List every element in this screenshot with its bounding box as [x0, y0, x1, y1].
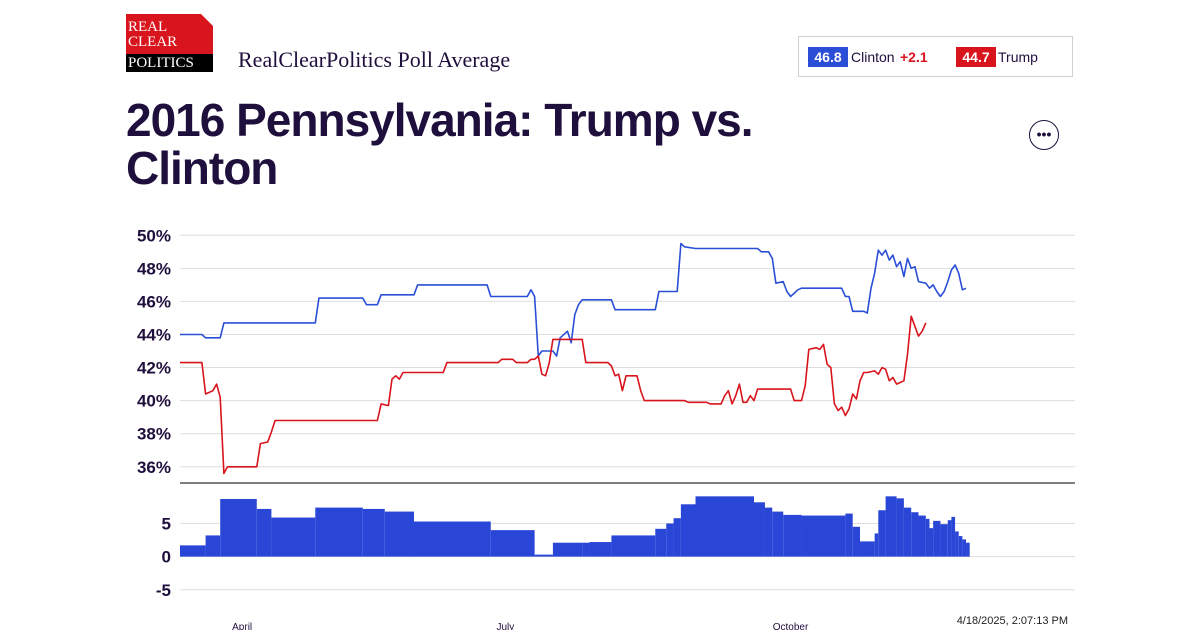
spread-bar — [695, 496, 754, 557]
page-title: 2016 Pennsylvania: Trump vs. Clinton — [126, 94, 754, 194]
bottom-y-tick-label: 0 — [162, 548, 171, 567]
spread-bar — [860, 541, 875, 557]
spread-bar — [845, 513, 853, 557]
spread-bar — [490, 530, 535, 557]
top-y-tick-label: 36% — [137, 458, 171, 477]
top-y-tick-label: 40% — [137, 392, 171, 411]
spread-bar — [534, 554, 553, 557]
spread-bar — [947, 520, 952, 557]
spread-bar — [966, 542, 970, 557]
spread-bar — [205, 535, 221, 557]
spread-bar — [413, 521, 491, 557]
trump-legend-label: Trump — [998, 49, 1038, 65]
logo-text-clear: CLEAR — [128, 34, 178, 50]
spread-bar — [772, 511, 784, 557]
logo-corner — [201, 14, 213, 26]
spread-bar — [958, 536, 963, 557]
spread-bar — [271, 517, 316, 557]
top-y-tick-label: 48% — [137, 259, 171, 278]
top-y-tick-label: 46% — [137, 292, 171, 311]
clinton-legend-label: Clinton — [851, 49, 895, 65]
spread-bar — [673, 518, 681, 557]
legend-box: 46.8 Clinton +2.1 44.7 Trump — [798, 36, 1073, 77]
spread-bar — [878, 510, 886, 557]
spread-bar — [764, 507, 773, 557]
logo-text-politics: POLITICS — [126, 54, 213, 72]
spread-bar — [911, 512, 919, 557]
spread-bar — [655, 528, 667, 557]
spread-bar — [315, 507, 363, 557]
top-y-tick-label: 38% — [137, 425, 171, 444]
spread-bar — [903, 507, 912, 557]
spread-bar — [852, 526, 861, 557]
x-tick-label: April — [232, 622, 252, 630]
spread-bar — [929, 528, 934, 557]
spread-bar — [783, 514, 802, 557]
spread-bar — [256, 508, 272, 557]
clinton-line — [180, 242, 967, 357]
x-tick-label: October — [773, 622, 809, 630]
x-tick-label: July — [496, 622, 514, 630]
spread-bar — [874, 533, 879, 557]
spread-bar — [801, 515, 846, 557]
spread-bar — [925, 518, 930, 557]
more-options-button[interactable]: ••• — [1029, 120, 1059, 150]
rcp-logo: REAL CLEAR POLITICS — [126, 14, 213, 72]
top-y-tick-label: 50% — [137, 226, 171, 245]
spread-bar — [362, 508, 385, 557]
trump-line — [180, 315, 927, 475]
spread-bar — [589, 542, 612, 557]
spread-bar — [753, 502, 765, 557]
timestamp: 4/18/2025, 2:07:13 PM — [956, 615, 1068, 627]
spread-bar — [180, 545, 206, 557]
spread-bar — [680, 504, 696, 557]
spread-bar — [940, 524, 948, 557]
spread-bar — [666, 523, 674, 557]
spread-bar — [552, 542, 583, 557]
spread-bar — [933, 520, 941, 557]
page-subtitle: RealClearPolitics Poll Average — [238, 47, 511, 72]
spread-bar — [582, 542, 590, 557]
spread-bar — [955, 531, 959, 557]
spread-bar — [220, 498, 257, 557]
spread-bar — [918, 515, 926, 557]
spread-bar — [885, 496, 897, 557]
bottom-y-tick-label: -5 — [156, 581, 171, 600]
logo-text-real: REAL — [128, 19, 168, 35]
top-y-tick-label: 42% — [137, 359, 171, 378]
trump-value-badge: 44.7 — [956, 47, 996, 67]
bottom-y-tick-label: 5 — [162, 515, 171, 534]
spread-bar — [384, 511, 414, 557]
top-y-tick-label: 44% — [137, 325, 171, 344]
spread-bar — [962, 539, 967, 557]
spread-bar — [951, 516, 956, 557]
clinton-value-badge: 46.8 — [808, 47, 848, 67]
clinton-spread-value: +2.1 — [900, 49, 928, 65]
spread-bar — [611, 535, 656, 557]
spread-bar — [896, 498, 904, 557]
